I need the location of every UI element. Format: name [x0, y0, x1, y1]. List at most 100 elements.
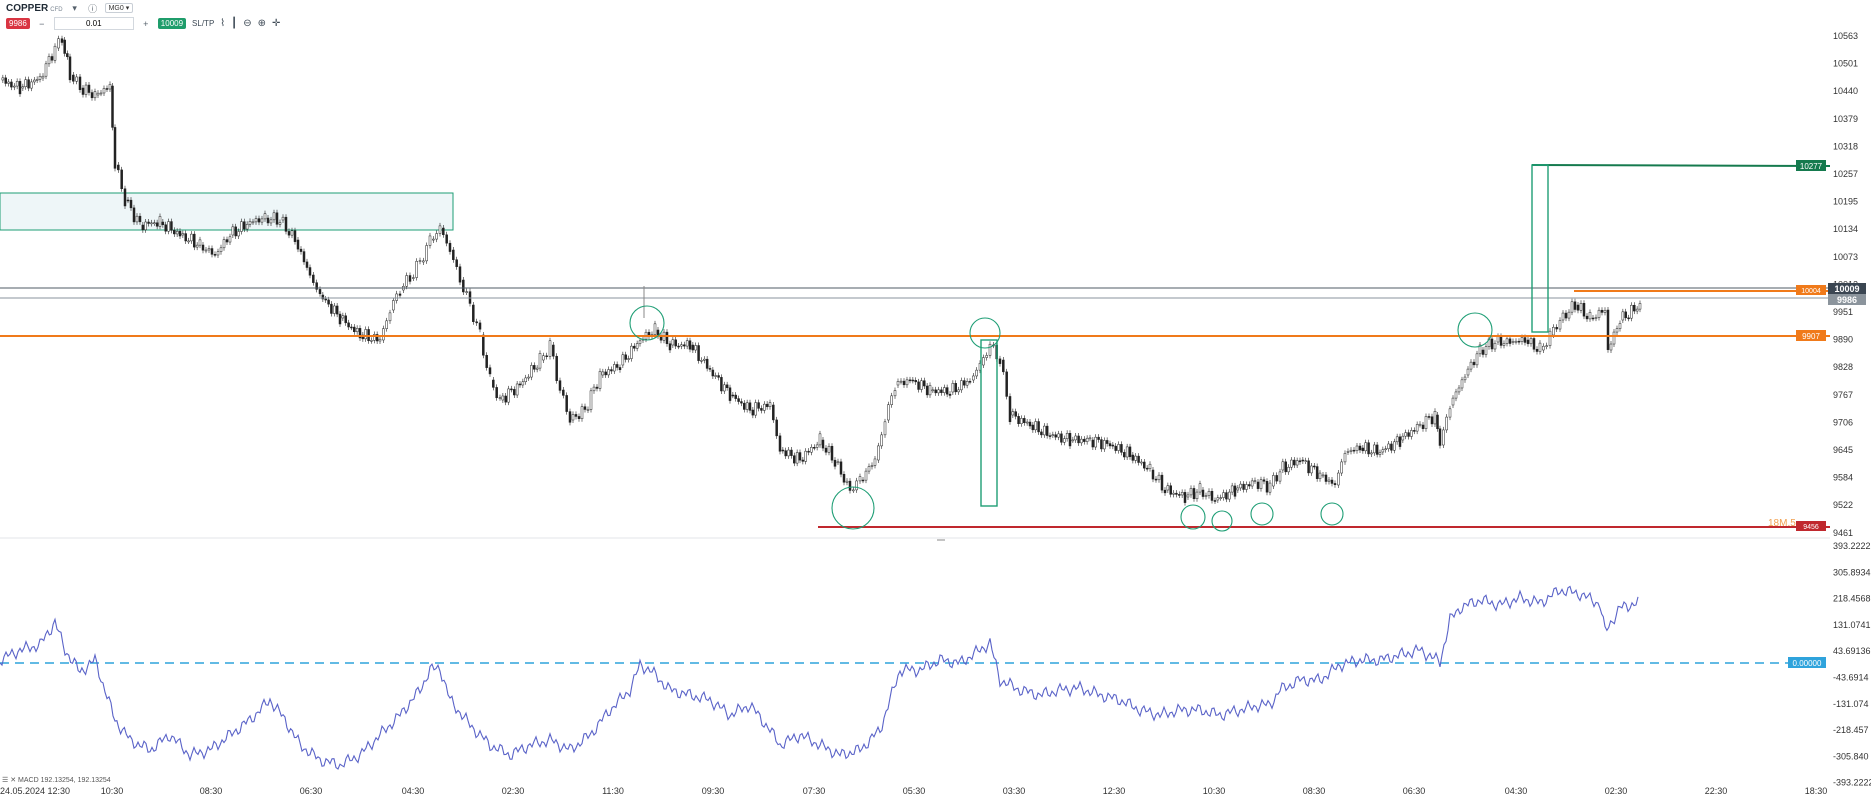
candle — [1068, 432, 1072, 447]
ma-label: 18M.5... — [1768, 518, 1804, 529]
candle — [358, 328, 362, 339]
candle — [545, 355, 548, 357]
candle — [161, 221, 165, 225]
candle — [1457, 387, 1461, 393]
candle — [1349, 449, 1353, 452]
candle — [880, 434, 883, 447]
candle — [347, 322, 350, 328]
candle — [488, 367, 492, 375]
candle — [1612, 331, 1616, 345]
candle — [102, 88, 106, 94]
candle — [945, 387, 949, 395]
candle — [1140, 461, 1143, 464]
candle — [388, 312, 392, 322]
candle — [1198, 483, 1202, 493]
candle — [948, 393, 952, 396]
candle — [793, 455, 796, 464]
quantity-input[interactable] — [53, 17, 134, 30]
candle — [607, 369, 610, 376]
candle — [263, 213, 267, 220]
candle — [1635, 308, 1639, 312]
candle — [1436, 414, 1439, 430]
candle — [1499, 336, 1503, 346]
candle — [1395, 436, 1399, 443]
symbol-name[interactable]: COPPER CFD — [6, 2, 63, 14]
candle — [1526, 339, 1530, 345]
candles-icon[interactable]: ┃ — [231, 18, 238, 29]
candle — [204, 249, 208, 252]
candle — [830, 445, 834, 461]
candle — [44, 63, 48, 77]
candle — [398, 293, 402, 296]
candle — [1281, 461, 1285, 471]
candle — [1451, 397, 1455, 406]
price-tick-label: 9461 — [1833, 528, 1853, 538]
price-tick-label: 10073 — [1833, 252, 1858, 262]
candle — [615, 364, 619, 368]
candle — [1172, 492, 1175, 495]
candle — [1361, 447, 1365, 452]
macd-tick-label: 131.0741 — [1833, 620, 1871, 630]
candle — [385, 320, 388, 329]
candle — [482, 334, 485, 356]
info-icon[interactable]: ⓘ — [88, 3, 98, 14]
buy-button[interactable]: 10009 — [157, 18, 187, 29]
candle — [757, 402, 760, 409]
candle — [1040, 431, 1043, 436]
candle — [33, 79, 36, 83]
candle — [198, 239, 202, 246]
candle — [852, 489, 855, 492]
time-tick-label: 11:30 — [602, 786, 624, 796]
candle — [408, 275, 412, 282]
line-chart-icon[interactable]: ⌇ — [220, 18, 226, 29]
candle — [1373, 444, 1376, 454]
price-tick-label: 9890 — [1833, 335, 1853, 345]
time-tick-label: 02:30 — [1605, 786, 1628, 796]
account-select[interactable]: MG0 ▾ — [104, 3, 134, 13]
candle — [507, 388, 510, 403]
candle — [873, 458, 877, 466]
candle — [350, 326, 353, 329]
candle — [1080, 438, 1083, 444]
candle — [781, 449, 785, 452]
candle — [1043, 425, 1046, 436]
candle — [807, 450, 810, 453]
chevron-down-icon[interactable]: ▾ — [72, 2, 77, 13]
zoom-out-icon[interactable]: ⊖ — [243, 18, 252, 29]
candle — [1008, 396, 1012, 423]
candle — [768, 402, 772, 407]
candle — [415, 260, 418, 278]
candle — [27, 79, 30, 89]
candle — [355, 328, 359, 333]
sltp-button[interactable]: SL/TP — [192, 19, 215, 28]
zoom-in-icon[interactable]: ⊕ — [257, 18, 266, 29]
candle — [333, 305, 336, 314]
decrease-qty-button[interactable]: − — [39, 18, 45, 29]
price-tick-label: 10440 — [1833, 86, 1858, 96]
candle — [861, 479, 865, 482]
increase-qty-button[interactable]: + — [143, 18, 149, 29]
time-tick-label: 08:30 — [200, 786, 223, 796]
candle — [1307, 460, 1310, 474]
sell-button[interactable]: 9986 — [6, 18, 30, 29]
candle — [1502, 343, 1506, 346]
candle — [504, 395, 507, 403]
candle — [1448, 408, 1452, 418]
candle — [455, 259, 458, 267]
candle — [1301, 459, 1305, 462]
candle — [299, 248, 303, 252]
candle — [1442, 429, 1445, 446]
candle — [338, 313, 342, 325]
candle — [963, 380, 966, 386]
crosshair-icon[interactable]: ✛ — [271, 18, 281, 29]
candle — [827, 445, 831, 453]
candle — [448, 242, 452, 252]
candle — [883, 421, 887, 436]
candle — [150, 222, 153, 225]
candle — [1469, 361, 1473, 370]
menu-icon: ☰ ✕ — [2, 777, 18, 784]
candle — [638, 340, 642, 344]
candle — [1430, 416, 1434, 425]
